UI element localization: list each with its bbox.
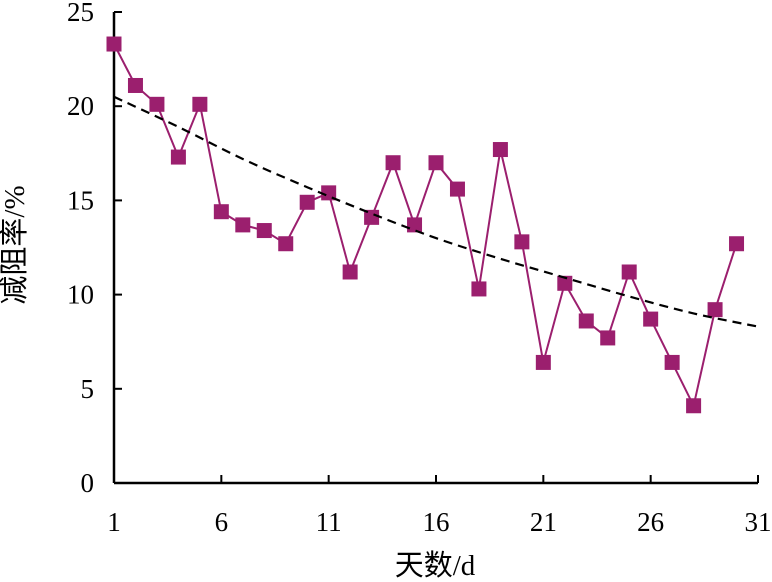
- data-point: [557, 275, 573, 291]
- data-point: [514, 234, 530, 250]
- y-tick-label: 25: [67, 0, 94, 27]
- data-point: [364, 209, 380, 225]
- data-point: [664, 354, 680, 370]
- data-point: [213, 204, 229, 220]
- x-tick-label: 21: [530, 507, 557, 537]
- data-point: [428, 155, 444, 171]
- trend-line: [113, 95, 759, 328]
- data-point: [170, 149, 186, 165]
- data-point: [127, 77, 143, 93]
- data-point: [471, 281, 487, 297]
- x-tick-label: 6: [215, 507, 229, 537]
- data-point: [643, 311, 659, 327]
- data-point: [707, 302, 723, 318]
- data-point: [600, 330, 616, 346]
- x-tick-label: 26: [637, 507, 664, 537]
- x-tick-label: 11: [316, 507, 342, 537]
- y-tick-label: 15: [67, 185, 94, 215]
- data-point: [149, 96, 165, 112]
- data-point: [729, 236, 745, 252]
- data-point: [342, 264, 358, 280]
- data-point: [578, 313, 594, 329]
- y-axis-title: 减阻率/%: [0, 185, 31, 304]
- data-point: [278, 236, 294, 252]
- data-point: [407, 217, 423, 233]
- y-tick-label: 20: [67, 91, 94, 121]
- data-point: [535, 354, 551, 370]
- y-tick-label: 5: [81, 374, 95, 404]
- data-point: [235, 217, 251, 233]
- x-tick-label: 31: [745, 507, 772, 537]
- data-point: [299, 194, 315, 210]
- data-point: [492, 142, 508, 158]
- data-point: [686, 398, 702, 414]
- y-tick-label: 0: [81, 468, 95, 498]
- data-point: [449, 181, 465, 197]
- data-point: [256, 223, 272, 239]
- data-point: [621, 264, 637, 280]
- y-tick-label: 10: [67, 280, 94, 310]
- data-point: [192, 96, 208, 112]
- x-tick-label: 1: [107, 507, 121, 537]
- data-point: [106, 36, 122, 52]
- x-axis-title: 天数/d: [395, 549, 476, 582]
- series-line: [113, 43, 738, 409]
- data-point: [385, 155, 401, 171]
- x-tick-label: 16: [423, 507, 450, 537]
